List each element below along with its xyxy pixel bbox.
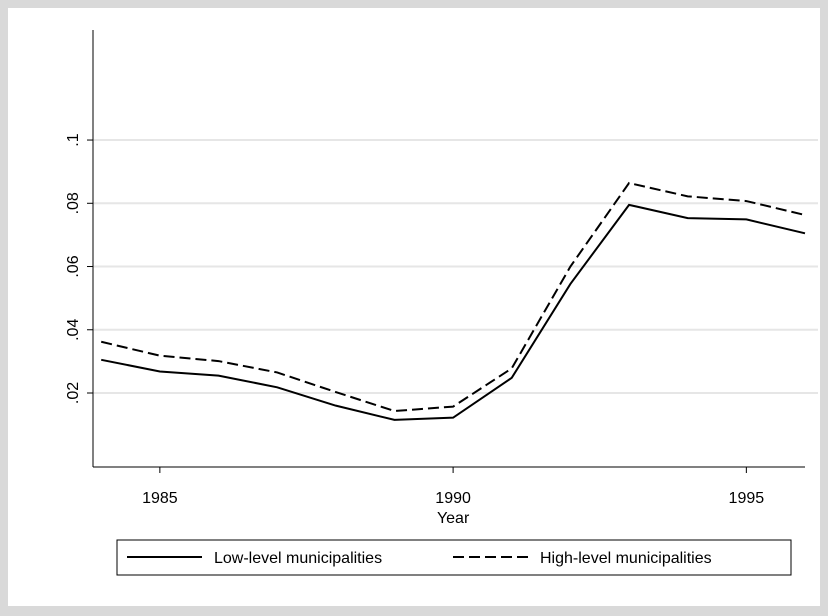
x-tick-label: 1990 — [435, 490, 471, 507]
x-axis-label: Year — [437, 510, 470, 527]
legend-label: High-level municipalities — [540, 550, 712, 567]
y-tick-label: .1 — [65, 133, 82, 146]
y-tick-label: .08 — [65, 192, 82, 214]
x-tick-label: 1995 — [729, 490, 765, 507]
y-tick-label: .02 — [65, 382, 82, 404]
y-tick-label: .04 — [65, 319, 82, 341]
line — [101, 203, 806, 421]
legend-label: Low-level municipalities — [214, 550, 382, 567]
plot-region — [8, 8, 820, 606]
line — [100, 181, 806, 413]
x-tick-label: 1985 — [142, 490, 178, 507]
y-tick-label: .06 — [65, 255, 82, 277]
